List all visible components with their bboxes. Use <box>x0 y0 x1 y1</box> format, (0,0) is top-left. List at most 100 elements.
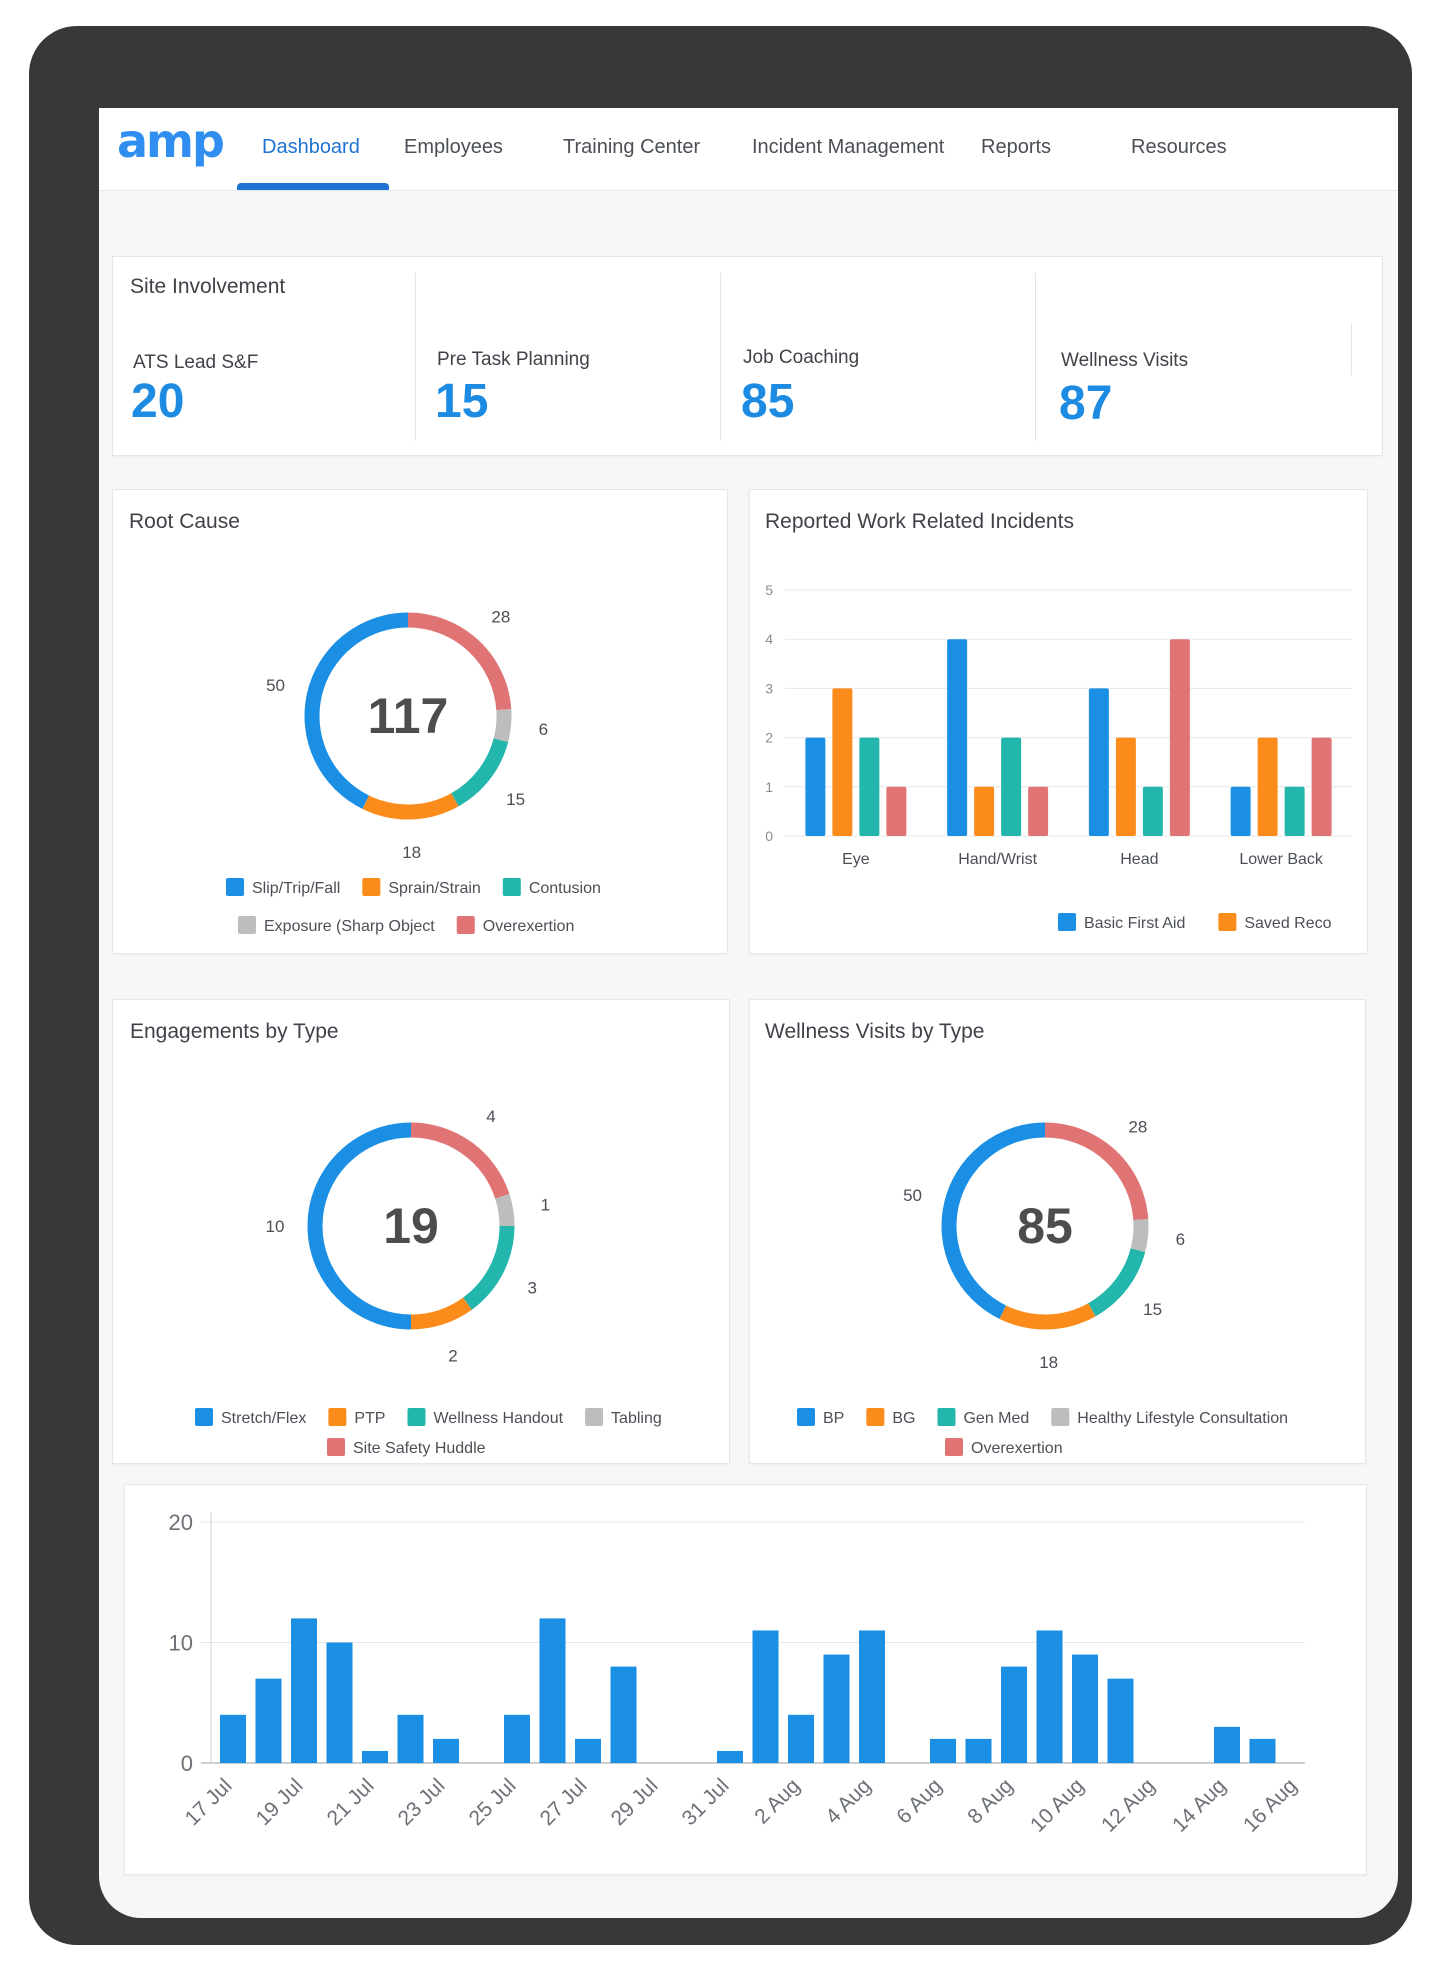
bar-head <box>1142 786 1163 836</box>
nav-tab-reports[interactable]: Reports <box>981 136 1052 158</box>
metric-divider <box>720 273 721 441</box>
donut-slice-bp <box>941 1122 1046 1319</box>
bar-3-aug <box>823 1654 850 1763</box>
legend-item-exposure-sharp-object: Exposure (Sharp Object <box>264 918 435 935</box>
slice-value-label: 50 <box>266 676 285 695</box>
donut-slice-stretch-flex <box>307 1122 412 1330</box>
legend-item-tabling: Tabling <box>611 1410 662 1427</box>
bar-eye <box>859 737 880 836</box>
legend-swatch-overexertion <box>456 916 475 934</box>
wellness-title: Wellness Visits by Type <box>765 1020 985 1043</box>
legend-swatch-site-safety-huddle <box>327 1438 345 1456</box>
legend-swatch-overexertion <box>945 1438 963 1456</box>
legend-item-wellness-handout: Wellness Handout <box>433 1410 563 1427</box>
incidents-title: Reported Work Related Incidents <box>765 510 1074 533</box>
legend-swatch-slip-trip-fall <box>226 878 244 896</box>
slice-value-label: 18 <box>402 843 421 862</box>
root-cause-card: Root Cause 28 6 15 18 50 117 Slip/Trip/Fall Spr… <box>112 489 728 954</box>
amp-logo[interactable]: amp <box>117 114 225 168</box>
metric-label: Job Coaching <box>743 347 860 368</box>
legend-item-overexertion: Overexertion <box>971 1440 1063 1457</box>
bar-21-jul <box>362 1750 388 1763</box>
bar-lower-back <box>1311 737 1332 836</box>
bar-20-jul <box>326 1642 353 1763</box>
y-tick-label: 0 <box>181 1751 193 1776</box>
legend-swatch-saved-reco <box>1218 913 1237 931</box>
x-tick-label: 21 Jul <box>323 1774 379 1830</box>
legend-item-gen-med: Gen Med <box>963 1410 1029 1427</box>
engagements-card: Engagements by Type 4 1 3 2 10 19 Stretch/Flex… <box>112 999 730 1464</box>
nav-tab-training-center[interactable]: Training Center <box>563 136 701 158</box>
x-tick-label: 23 Jul <box>394 1774 450 1830</box>
legend-item-site-safety-huddle: Site Safety Huddle <box>353 1440 486 1457</box>
bar-8-aug <box>1001 1666 1027 1763</box>
donut-slice-overexertion <box>407 612 512 711</box>
legend-item-healthy-lifestyle-consultation: Healthy Lifestyle Consultation <box>1077 1410 1288 1427</box>
nav-tab-resources[interactable]: Resources <box>1131 136 1227 158</box>
bar-26-jul <box>539 1618 566 1763</box>
legend-item-slip-trip-fall: Slip/Trip/Fall <box>252 880 340 897</box>
legend-swatch-tabling <box>585 1408 604 1426</box>
daily-bar-chart-card: 0 10 20 17 Jul 19 Jul 21 Jul 23 Jul 25 Jul 27 Ju… <box>124 1484 1367 1875</box>
nav-tab-employees[interactable]: Employees <box>404 136 503 158</box>
bar-27-jul <box>575 1738 601 1763</box>
metric-value: 20 <box>131 375 185 428</box>
legend-item-basic-first-aid: Basic First Aid <box>1084 915 1185 932</box>
y-tick-label: 3 <box>765 680 773 696</box>
x-category-label: Eye <box>842 851 870 868</box>
x-tick-label: 4 Aug <box>821 1774 875 1828</box>
bar-2-aug <box>788 1714 814 1763</box>
x-tick-label: 12 Aug <box>1097 1774 1160 1837</box>
y-tick-label: 5 <box>765 582 773 598</box>
slice-value-label: 2 <box>448 1346 457 1365</box>
slice-value-label: 28 <box>491 608 510 627</box>
slice-value-label: 50 <box>903 1186 922 1205</box>
bar-head <box>1088 688 1109 836</box>
incidents-card: Reported Work Related Incidents 0 1 2 3 4 5 Ey… <box>749 489 1368 954</box>
incidents-bar-chart: 0 1 2 3 4 5 Eye Hand/Wrist Head Lower Back Basic F… <box>765 582 1352 932</box>
bar-1-aug <box>752 1630 779 1763</box>
wellness-donut-chart: 28 6 15 18 50 85 BP BG Gen Med Healthy Lifestyle … <box>797 1118 1288 1457</box>
nav-tab-incident-management[interactable]: Incident Management <box>752 136 945 158</box>
metric-value: 87 <box>1059 377 1113 430</box>
metric-label: Pre Task Planning <box>437 349 590 370</box>
slice-value-label: 18 <box>1039 1353 1058 1372</box>
bar-lower-back <box>1257 737 1278 836</box>
x-tick-label: 16 Aug <box>1239 1774 1302 1837</box>
metric-divider <box>415 273 416 441</box>
donut-slice-overexertion <box>1044 1122 1149 1221</box>
x-tick-label: 2 Aug <box>750 1774 804 1828</box>
x-tick-label: 6 Aug <box>892 1774 946 1828</box>
slice-value-label: 15 <box>506 790 525 809</box>
bar-22-jul <box>397 1714 424 1763</box>
bar-4-aug <box>859 1630 885 1763</box>
metric-divider <box>1035 273 1036 441</box>
root-cause-donut-chart: 28 6 15 18 50 117 Slip/Trip/Fall Sprain/Strain C… <box>226 608 601 935</box>
donut-total-value: 117 <box>368 688 449 744</box>
daily-bar-chart: 0 10 20 17 Jul 19 Jul 21 Jul 23 Jul 25 Jul 27 Ju… <box>169 1510 1305 1837</box>
x-category-label: Lower Back <box>1239 851 1324 868</box>
bar-31-jul <box>717 1750 743 1763</box>
metric-value: 15 <box>435 375 489 428</box>
x-tick-label: 19 Jul <box>252 1774 308 1830</box>
metric-divider <box>1351 323 1352 375</box>
x-tick-label: 8 Aug <box>963 1774 1017 1828</box>
active-tab-indicator <box>237 183 389 190</box>
donut-slice-healthy-lifestyle-consultation <box>1130 1219 1149 1253</box>
bar-lower-back <box>1284 786 1305 836</box>
metric-value: 85 <box>741 375 795 428</box>
bar-9-aug <box>1036 1630 1063 1763</box>
slice-value-label: 3 <box>527 1279 536 1298</box>
x-category-label: Head <box>1120 851 1158 868</box>
x-tick-label: 14 Aug <box>1168 1774 1231 1837</box>
legend-item-sprain-strain: Sprain/Strain <box>388 880 481 897</box>
legend-swatch-sprain-strain <box>362 878 381 896</box>
bar-eye <box>886 786 907 836</box>
legend-item-bg: BG <box>892 1410 915 1427</box>
bar-hand-wrist <box>1028 786 1049 836</box>
tablet-frame: amp Dashboard Employees Training Center … <box>29 26 1412 1945</box>
donut-total-value: 85 <box>1017 1198 1073 1254</box>
engagements-donut-chart: 4 1 3 2 10 19 Stretch/Flex PTP Wellness Handout T… <box>195 1107 662 1457</box>
nav-tab-dashboard[interactable]: Dashboard <box>262 136 360 158</box>
metric-label: ATS Lead S&F <box>133 352 259 373</box>
